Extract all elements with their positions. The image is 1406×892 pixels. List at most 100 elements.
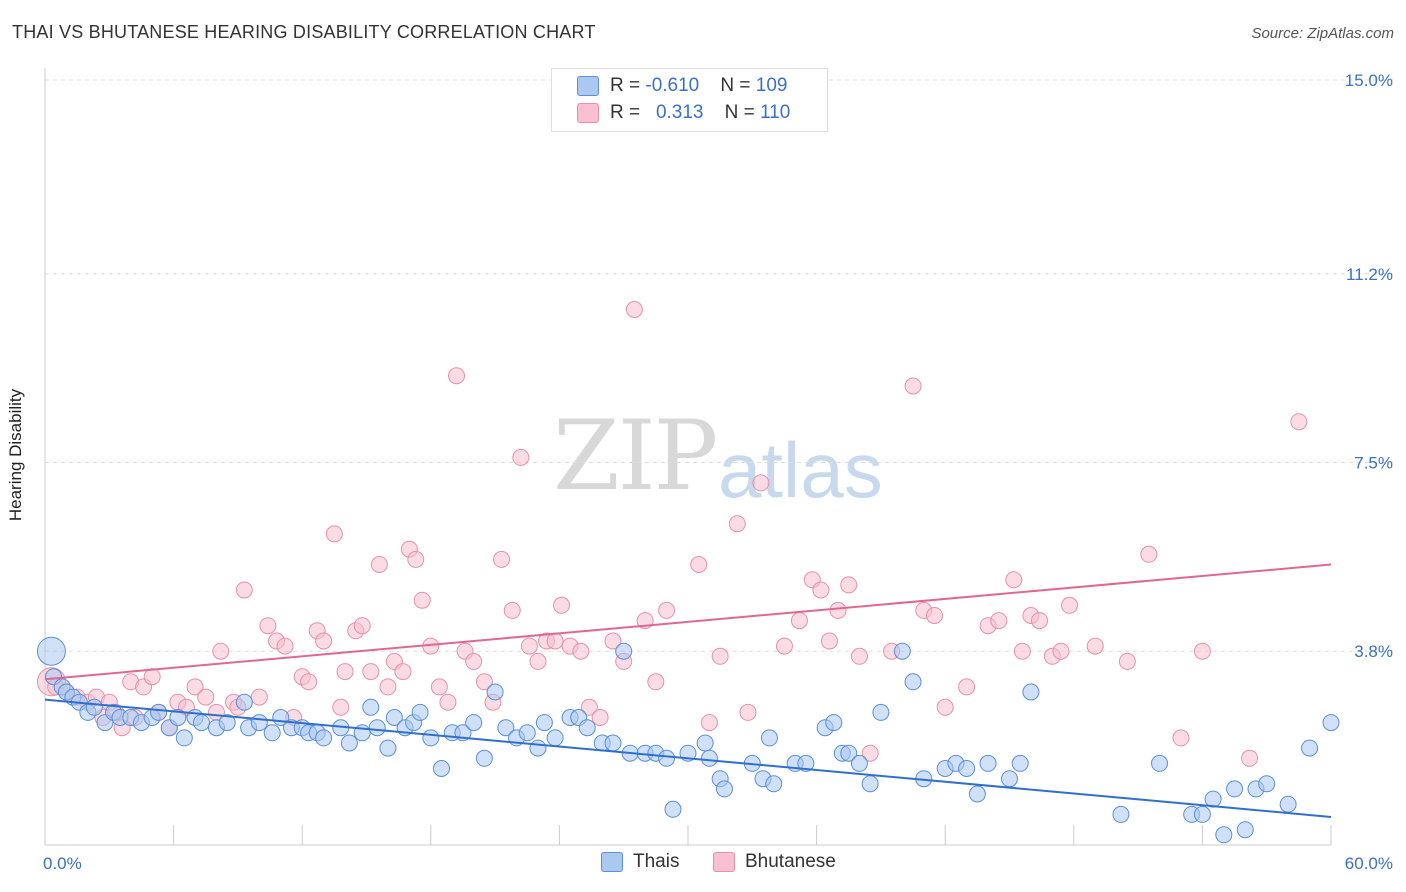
bhutanese-point bbox=[407, 550, 425, 568]
thai-point bbox=[368, 719, 386, 737]
thai-point bbox=[615, 642, 633, 660]
bhutanese-point bbox=[850, 647, 868, 665]
thai-point bbox=[968, 785, 986, 803]
bhutanese-point bbox=[1241, 749, 1259, 767]
thai-point bbox=[1226, 780, 1244, 798]
thai-point bbox=[1011, 754, 1029, 772]
bhutanese-point bbox=[840, 576, 858, 594]
y-tick-label: 15.0% bbox=[1345, 71, 1393, 90]
bhutanese-point bbox=[186, 678, 204, 696]
bhutanese-point bbox=[250, 688, 268, 706]
bhutanese-point bbox=[739, 703, 757, 721]
bhutanese-point bbox=[700, 714, 718, 732]
bhutanese-r-value: 0.313 bbox=[655, 102, 704, 123]
thai-trend-line bbox=[44, 698, 1332, 818]
bhutanese-point bbox=[1013, 642, 1031, 660]
bhutanese-point bbox=[625, 301, 643, 318]
bhutanese-point bbox=[276, 637, 294, 655]
thai-point bbox=[36, 636, 66, 666]
watermark-zip: ZIP bbox=[553, 400, 718, 512]
bhutanese-point bbox=[958, 678, 976, 696]
thais-legend-swatch bbox=[601, 852, 623, 872]
thais-r-label: R = bbox=[610, 75, 646, 96]
thai-point bbox=[169, 709, 187, 726]
thais-swatch bbox=[577, 76, 599, 96]
legend-item-thais[interactable]: Thais bbox=[601, 851, 679, 873]
bhutanese-point bbox=[1052, 642, 1070, 660]
thais-n-label: N = bbox=[720, 75, 756, 96]
legend-item-bhutanese[interactable]: Bhutanese bbox=[713, 851, 836, 873]
y-tick-label: 11.2% bbox=[1346, 265, 1393, 284]
thai-point bbox=[696, 734, 714, 752]
thai-point bbox=[1258, 775, 1276, 793]
bhutanese-point bbox=[259, 617, 277, 635]
thais-legend-label: Thais bbox=[633, 851, 680, 872]
bhutanese-point bbox=[925, 607, 943, 624]
bhutanese-point bbox=[512, 448, 530, 466]
bhutanese-point bbox=[591, 709, 609, 726]
bhutanese-legend-swatch bbox=[713, 852, 735, 872]
thai-point bbox=[700, 749, 718, 767]
bhutanese-point bbox=[820, 632, 838, 650]
bhutanese-point bbox=[394, 663, 412, 681]
thai-point bbox=[1022, 683, 1040, 701]
thai-point bbox=[150, 703, 168, 721]
correlation-legend: R = -0.610 N = 109 R = 0.313 N = 110 bbox=[551, 68, 828, 132]
thai-point bbox=[535, 714, 553, 732]
thai-point bbox=[250, 714, 268, 732]
thai-point bbox=[1193, 805, 1211, 823]
bhutanese-point bbox=[728, 515, 746, 533]
chart-title: THAI VS BHUTANESE HEARING DISABILITY COR… bbox=[12, 22, 596, 42]
bhutanese-point bbox=[465, 652, 483, 670]
thai-point bbox=[546, 729, 564, 747]
bhutanese-point bbox=[362, 663, 380, 681]
bhutanese-point bbox=[553, 596, 571, 614]
bhutanese-point bbox=[1290, 413, 1308, 431]
thai-point bbox=[362, 698, 380, 716]
thai-point bbox=[872, 703, 890, 721]
thai-point bbox=[840, 744, 858, 762]
y-axis-label: Hearing Disability bbox=[6, 388, 25, 522]
bhutanese-point bbox=[775, 637, 793, 655]
bhutanese-point bbox=[520, 637, 538, 655]
thai-point bbox=[497, 719, 515, 737]
bhutanese-point bbox=[332, 698, 350, 716]
thai-point bbox=[904, 673, 922, 691]
thai-point bbox=[664, 800, 682, 818]
bhutanese-point bbox=[300, 673, 318, 691]
thai-point bbox=[379, 739, 397, 757]
x-tick-label: 0.0% bbox=[43, 854, 82, 873]
thai-point bbox=[175, 729, 193, 747]
watermark-atlas: atlas bbox=[718, 426, 883, 514]
bhutanese-point bbox=[1172, 729, 1190, 747]
thai-point bbox=[604, 734, 622, 752]
thai-point bbox=[385, 709, 403, 726]
bhutanese-point bbox=[1086, 637, 1104, 655]
bhutanese-point bbox=[546, 632, 564, 650]
thai-point bbox=[263, 724, 281, 742]
thai-point bbox=[433, 760, 451, 777]
bhutanese-point bbox=[936, 698, 954, 716]
chart-source: Source: ZipAtlas.com bbox=[1251, 25, 1394, 42]
y-tick-label: 3.8% bbox=[1354, 642, 1393, 661]
bhutanese-point bbox=[1140, 545, 1158, 563]
thai-point bbox=[1322, 714, 1340, 732]
thai-point bbox=[486, 683, 504, 701]
bhutanese-point bbox=[475, 673, 493, 691]
bhutanese-point bbox=[1031, 612, 1049, 630]
thai-point bbox=[411, 703, 429, 721]
bhutanese-point bbox=[658, 601, 676, 619]
bhutanese-point bbox=[413, 591, 431, 609]
thai-point bbox=[85, 698, 103, 716]
bhutanese-n-value: 110 bbox=[759, 102, 791, 123]
bhutanese-swatch bbox=[577, 103, 599, 123]
bhutanese-point bbox=[370, 556, 388, 573]
bhutanese-point bbox=[439, 693, 457, 711]
thai-point bbox=[958, 760, 976, 777]
thais-n-value: 109 bbox=[755, 75, 788, 96]
bhutanese-point bbox=[580, 698, 598, 716]
bhutanese-point bbox=[197, 688, 215, 706]
bhutanese-point bbox=[448, 367, 466, 385]
thai-point bbox=[1151, 754, 1169, 772]
thai-point bbox=[715, 780, 733, 798]
